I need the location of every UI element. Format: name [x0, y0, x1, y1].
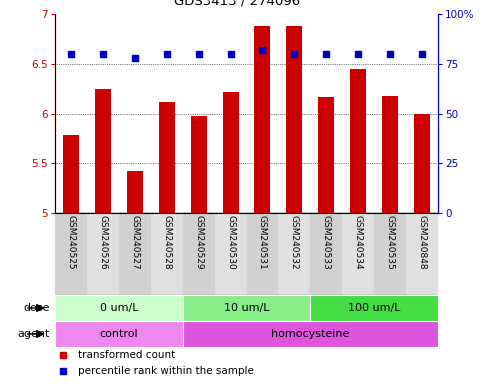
Text: homocysteine: homocysteine [271, 329, 350, 339]
Bar [55, 213, 87, 295]
Bar [278, 213, 311, 295]
Text: transformed count: transformed count [78, 350, 175, 360]
Point [258, 47, 266, 53]
Bar [191, 116, 207, 213]
Bar [318, 97, 334, 213]
Point [355, 51, 362, 57]
Text: GSM240525: GSM240525 [67, 215, 75, 270]
Text: GSM240848: GSM240848 [417, 215, 426, 270]
Text: GSM240534: GSM240534 [354, 215, 363, 270]
Bar [55, 321, 183, 347]
Bar [183, 321, 438, 347]
Bar [342, 213, 374, 295]
Text: dose: dose [24, 303, 50, 313]
Text: control: control [99, 329, 138, 339]
Point [323, 51, 330, 57]
Bar [223, 92, 239, 213]
Bar [246, 213, 278, 295]
Text: GSM240529: GSM240529 [194, 215, 203, 270]
Bar [311, 295, 438, 321]
Point [418, 51, 426, 57]
Text: GSM240526: GSM240526 [99, 215, 107, 270]
Bar [382, 96, 398, 213]
Point [99, 51, 107, 57]
Text: GSM240528: GSM240528 [162, 215, 171, 270]
Bar [214, 213, 246, 295]
Point [386, 51, 394, 57]
Bar [311, 213, 342, 295]
Bar [255, 26, 270, 213]
Text: percentile rank within the sample: percentile rank within the sample [78, 366, 254, 376]
Point [131, 55, 139, 61]
Bar [183, 213, 214, 295]
Bar [95, 89, 111, 213]
Text: 10 um/L: 10 um/L [224, 303, 269, 313]
Text: agent: agent [18, 329, 50, 339]
Point [227, 51, 234, 57]
Text: GSM240527: GSM240527 [130, 215, 139, 270]
Bar [414, 114, 430, 213]
Text: GDS3413 / 274096: GDS3413 / 274096 [174, 0, 300, 7]
Bar [406, 213, 438, 295]
Bar [151, 213, 183, 295]
Point [67, 51, 75, 57]
Bar [374, 213, 406, 295]
Point [195, 51, 202, 57]
Bar [87, 213, 119, 295]
Bar [350, 69, 366, 213]
Bar [286, 26, 302, 213]
Text: GSM240532: GSM240532 [290, 215, 299, 270]
Bar [63, 136, 79, 213]
Text: GSM240530: GSM240530 [226, 215, 235, 270]
Text: GSM240531: GSM240531 [258, 215, 267, 270]
Text: 100 um/L: 100 um/L [348, 303, 400, 313]
Bar [119, 213, 151, 295]
Bar [55, 295, 183, 321]
Text: GSM240533: GSM240533 [322, 215, 331, 270]
Bar [183, 295, 311, 321]
Point [290, 51, 298, 57]
Point [163, 51, 170, 57]
Bar [127, 171, 143, 213]
Bar [159, 101, 175, 213]
Text: 0 um/L: 0 um/L [99, 303, 138, 313]
Text: GSM240535: GSM240535 [385, 215, 395, 270]
